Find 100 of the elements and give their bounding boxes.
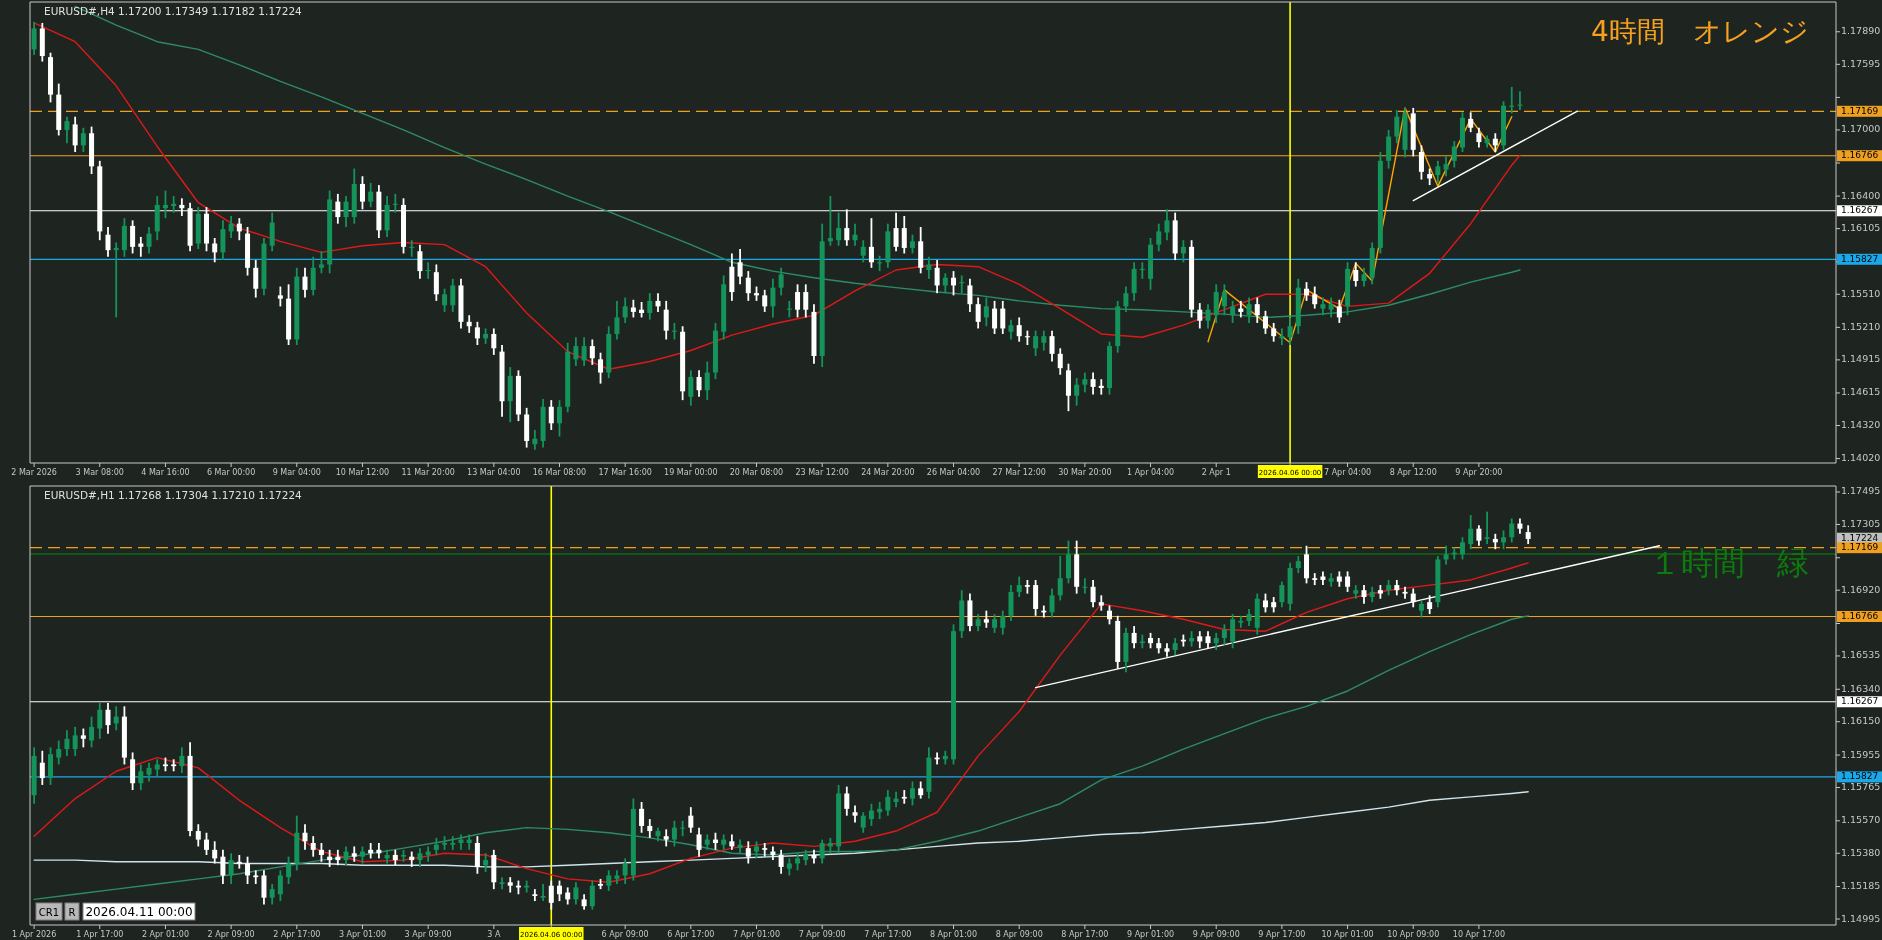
candlestick bbox=[868, 802, 874, 827]
candlestick bbox=[901, 215, 907, 255]
candlestick bbox=[80, 727, 86, 749]
x-tick-label: 2 Apr 17:00 bbox=[273, 930, 321, 939]
x-tick-label: 30 Mar 20:00 bbox=[1058, 468, 1112, 477]
x-tick-label: 10 Apr 17:00 bbox=[1452, 930, 1505, 939]
candlestick bbox=[844, 785, 850, 817]
candlestick bbox=[589, 879, 595, 911]
candlestick bbox=[48, 746, 54, 786]
x-tick-label: 9 Apr 01:00 bbox=[1127, 930, 1175, 939]
candlestick bbox=[1468, 514, 1474, 551]
candlestick bbox=[778, 848, 784, 875]
y-tick-label: 1.15955 bbox=[1841, 748, 1881, 760]
candlestick bbox=[105, 226, 111, 258]
candlestick bbox=[310, 835, 316, 858]
candlestick bbox=[622, 857, 628, 885]
candlestick bbox=[474, 320, 480, 346]
candlestick bbox=[860, 239, 866, 264]
candlestick bbox=[171, 195, 177, 214]
candlestick bbox=[1279, 580, 1285, 609]
y-tick-label: 1.17595 bbox=[1841, 57, 1881, 69]
candlestick bbox=[647, 818, 653, 839]
x-tick-label: 20 Mar 08:00 bbox=[729, 468, 784, 477]
x-tick-label: 23 Mar 12:00 bbox=[795, 468, 849, 477]
candlestick bbox=[1501, 529, 1507, 551]
candlestick bbox=[589, 338, 595, 366]
candlestick bbox=[992, 299, 998, 335]
candlestick bbox=[639, 801, 645, 834]
y-tick-label: 1.15570 bbox=[1841, 814, 1881, 826]
candlestick bbox=[1000, 609, 1006, 636]
chart-title: EURUSD#,H4 1.17200 1.17349 1.17182 1.17224 bbox=[44, 5, 303, 17]
y-tick-label: 1.15765 bbox=[1841, 780, 1881, 792]
candlestick bbox=[951, 270, 957, 297]
candlestick bbox=[1418, 144, 1424, 181]
candlestick bbox=[130, 219, 136, 255]
candlestick bbox=[696, 369, 702, 398]
candlestick bbox=[1238, 614, 1244, 629]
candlestick bbox=[417, 847, 423, 868]
candlestick bbox=[228, 215, 234, 239]
ref-line-label: 1.16267 bbox=[1841, 205, 1879, 216]
candlestick bbox=[1435, 159, 1441, 184]
x-tick-label: 8 Apr 01:00 bbox=[929, 930, 978, 939]
candlestick bbox=[622, 296, 628, 324]
candlestick bbox=[1262, 309, 1268, 335]
candlestick bbox=[220, 848, 226, 885]
candlestick bbox=[64, 729, 70, 757]
candlestick bbox=[442, 287, 448, 313]
x-tick-label: 8 Apr 09:00 bbox=[995, 930, 1043, 939]
x-tick-label: 26 Mar 04:00 bbox=[926, 468, 981, 477]
candlestick bbox=[138, 763, 144, 791]
candlestick bbox=[130, 751, 136, 791]
candlestick bbox=[1484, 510, 1490, 545]
candlestick bbox=[1197, 302, 1203, 330]
candlestick bbox=[770, 277, 776, 319]
candlestick bbox=[975, 296, 981, 330]
candlestick bbox=[819, 838, 825, 865]
candlestick bbox=[1016, 316, 1022, 343]
candlestick bbox=[450, 277, 456, 313]
candlestick bbox=[1262, 592, 1268, 614]
candlestick bbox=[318, 250, 324, 275]
annotation: 4時間 オレンジ bbox=[1591, 15, 1809, 49]
candlestick bbox=[318, 842, 324, 863]
annotation: １時間 緑 bbox=[1648, 543, 1809, 582]
candlestick bbox=[56, 739, 62, 766]
candlestick bbox=[245, 855, 251, 885]
candlestick bbox=[762, 288, 768, 313]
x-tick-label: 9 Apr 17:00 bbox=[1258, 930, 1306, 939]
candlestick bbox=[146, 226, 152, 255]
candlestick bbox=[1287, 316, 1293, 346]
candlestick bbox=[433, 263, 439, 302]
candlestick bbox=[269, 883, 275, 906]
line-series bbox=[33, 615, 1529, 901]
candlestick bbox=[1492, 132, 1498, 153]
candlestick bbox=[1049, 587, 1055, 619]
candlestick bbox=[1008, 318, 1014, 341]
y-tick-label: 1.17890 bbox=[1841, 25, 1881, 37]
candlestick bbox=[1312, 572, 1318, 586]
candlestick bbox=[302, 823, 308, 851]
y-tick-label: 1.16150 bbox=[1841, 715, 1881, 727]
candlestick bbox=[704, 360, 710, 402]
candlestick bbox=[113, 241, 119, 319]
y-tick-label: 1.16920 bbox=[1841, 583, 1881, 595]
candlestick bbox=[253, 259, 259, 299]
candlestick bbox=[1033, 329, 1039, 357]
x-tick-label: 10 Apr 01:00 bbox=[1321, 930, 1374, 939]
candlestick bbox=[1361, 584, 1367, 605]
candlestick bbox=[909, 233, 915, 255]
candlestick bbox=[1246, 296, 1252, 324]
candlestick bbox=[1074, 377, 1080, 407]
candlestick bbox=[1000, 299, 1006, 335]
x-tick-label: 2 Mar 2026 bbox=[11, 468, 57, 477]
x-tick-label: 8 Apr 12:00 bbox=[1389, 468, 1437, 477]
candlestick bbox=[992, 613, 998, 634]
x-tick-label: 7 Apr 17:00 bbox=[864, 930, 912, 939]
candlestick bbox=[1205, 303, 1211, 330]
y-tick-label: 1.15210 bbox=[1841, 320, 1881, 332]
x-tick-label: 9 Apr 09:00 bbox=[1192, 930, 1240, 939]
candlestick bbox=[556, 399, 562, 438]
candlestick bbox=[696, 826, 702, 858]
candlestick bbox=[901, 789, 907, 805]
